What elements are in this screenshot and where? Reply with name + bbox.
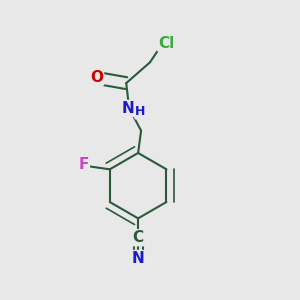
Text: C: C: [133, 230, 144, 245]
Text: F: F: [79, 158, 89, 172]
Text: H: H: [135, 106, 146, 118]
Text: N: N: [132, 251, 145, 266]
Text: N: N: [121, 101, 134, 116]
Text: O: O: [90, 70, 103, 85]
Text: Cl: Cl: [158, 35, 175, 50]
